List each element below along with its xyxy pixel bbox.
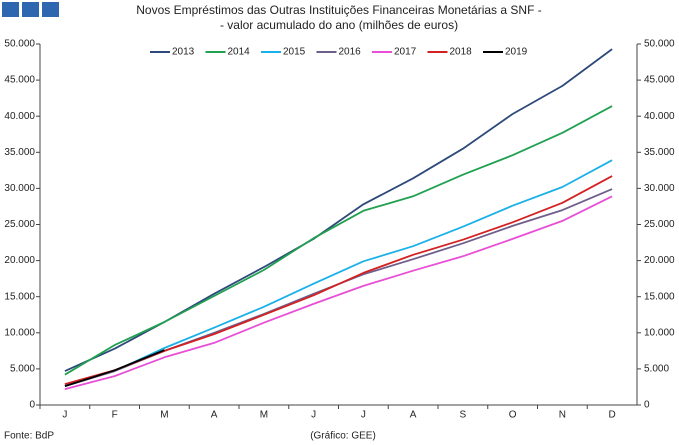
x-tick-label: O bbox=[509, 410, 517, 421]
credit: (Gráfico: GEE) bbox=[310, 431, 376, 442]
chart-title: Novos Empréstimos das Outras Instituiçõe… bbox=[136, 3, 541, 17]
y2-tick-label: 5.000 bbox=[644, 364, 669, 375]
legend-label: 2016 bbox=[339, 47, 362, 58]
series-line bbox=[64, 105, 613, 376]
y2-tick-label: 40.000 bbox=[644, 111, 675, 122]
y-tick-label: 30.000 bbox=[4, 183, 35, 194]
y-tick-label: 5.000 bbox=[10, 364, 35, 375]
y2-tick-label: 0 bbox=[644, 400, 650, 411]
y-tick-label: 35.000 bbox=[4, 147, 35, 158]
y2-tick-label: 35.000 bbox=[644, 147, 675, 158]
y-tick-label: 10.000 bbox=[4, 327, 35, 338]
y2-tick-label: 45.000 bbox=[644, 75, 675, 86]
legend-label: 2017 bbox=[394, 47, 417, 58]
logo-square bbox=[2, 2, 19, 17]
x-tick-label: A bbox=[211, 410, 218, 421]
y2-tick-label: 20.000 bbox=[644, 255, 675, 266]
source: Fonte: BdP bbox=[4, 431, 54, 442]
legend-label: 2014 bbox=[228, 47, 251, 58]
x-tick-label: F bbox=[112, 410, 118, 421]
y2-tick-label: 10.000 bbox=[644, 327, 675, 338]
y2-tick-label: 25.000 bbox=[644, 219, 675, 230]
x-tick-label: J bbox=[311, 410, 316, 421]
legend-label: 2018 bbox=[450, 47, 473, 58]
chart-subtitle: - valor acumulado do ano (milhões de eur… bbox=[220, 18, 458, 32]
x-tick-label: M bbox=[260, 410, 268, 421]
y2-tick-label: 50.000 bbox=[644, 39, 675, 50]
x-tick-label: A bbox=[410, 410, 417, 421]
x-tick-label: S bbox=[460, 410, 467, 421]
x-tick-label: M bbox=[160, 410, 168, 421]
y2-tick-label: 30.000 bbox=[644, 183, 675, 194]
series-line bbox=[64, 159, 613, 386]
y-tick-label: 45.000 bbox=[4, 75, 35, 86]
y-tick-label: 25.000 bbox=[4, 219, 35, 230]
series-line bbox=[64, 349, 165, 388]
y-tick-label: 40.000 bbox=[4, 111, 35, 122]
y-tick-label: 0 bbox=[29, 400, 35, 411]
x-tick-label: J bbox=[62, 410, 67, 421]
legend-label: 2015 bbox=[283, 47, 306, 58]
legend-label: 2019 bbox=[505, 47, 528, 58]
x-tick-label: D bbox=[609, 410, 616, 421]
logo-square bbox=[22, 2, 39, 17]
y-tick-label: 20.000 bbox=[4, 255, 35, 266]
series-line bbox=[64, 195, 613, 390]
x-tick-label: N bbox=[559, 410, 566, 421]
x-tick-label: J bbox=[361, 410, 366, 421]
y2-tick-label: 15.000 bbox=[644, 291, 675, 302]
legend-label: 2013 bbox=[172, 47, 195, 58]
series-line bbox=[64, 48, 613, 372]
y-tick-label: 15.000 bbox=[4, 291, 35, 302]
logo-square bbox=[42, 2, 59, 17]
y-tick-label: 50.000 bbox=[4, 39, 35, 50]
series-line bbox=[64, 175, 613, 385]
